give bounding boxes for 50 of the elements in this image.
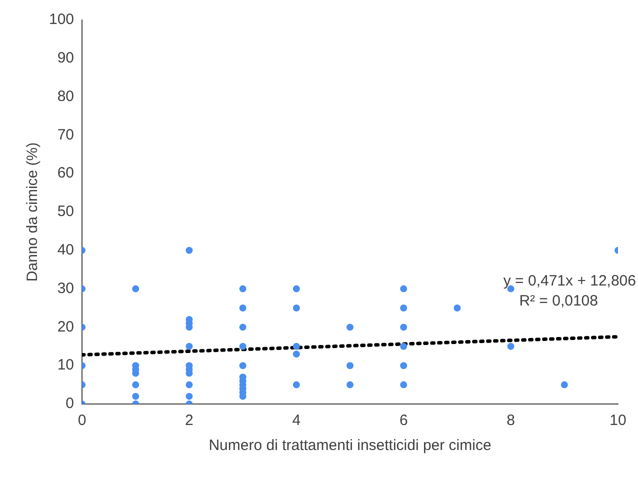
x-tick-label: 2 bbox=[185, 412, 194, 430]
point bbox=[400, 342, 408, 350]
y-tick-label: 90 bbox=[57, 50, 74, 67]
point bbox=[346, 381, 354, 388]
y-tick-label: 10 bbox=[57, 356, 74, 374]
point bbox=[239, 362, 246, 370]
x-tick-label: 0 bbox=[78, 412, 86, 430]
point bbox=[186, 392, 193, 400]
point bbox=[186, 246, 193, 254]
point bbox=[239, 285, 246, 292]
point bbox=[400, 362, 408, 370]
point bbox=[239, 324, 246, 331]
point bbox=[239, 304, 246, 312]
point bbox=[507, 342, 514, 350]
point bbox=[132, 285, 140, 292]
point bbox=[292, 381, 300, 388]
annotation: R² = 0,0108 bbox=[519, 292, 598, 310]
y-tick-label: 20 bbox=[57, 318, 74, 336]
point bbox=[346, 324, 354, 331]
point bbox=[292, 304, 300, 312]
point bbox=[132, 392, 140, 400]
y-tick-label: 100 bbox=[48, 11, 74, 28]
x-tick-label: 10 bbox=[610, 412, 626, 430]
y-axis-title: Danno da cimice (%) bbox=[24, 142, 42, 282]
x-tick-label: 8 bbox=[506, 412, 515, 430]
y-tick-label: 0 bbox=[66, 395, 74, 412]
point bbox=[560, 381, 568, 388]
point bbox=[400, 381, 408, 388]
point bbox=[346, 362, 354, 370]
point bbox=[400, 324, 408, 331]
y-tick-label: 60 bbox=[57, 164, 74, 182]
x-tick-label: 6 bbox=[399, 412, 408, 430]
y-tick-label: 30 bbox=[57, 280, 74, 297]
point bbox=[454, 304, 461, 312]
point bbox=[132, 381, 140, 388]
point bbox=[186, 342, 193, 350]
annotation: y = 0,471x + 12,806 bbox=[503, 272, 636, 290]
point bbox=[239, 342, 246, 350]
x-axis-title: Numero di trattamenti insetticidi per cimice bbox=[208, 437, 492, 454]
point bbox=[400, 285, 408, 292]
point bbox=[292, 350, 300, 358]
y-tick-label: 50 bbox=[57, 203, 74, 220]
x-tick-label: 4 bbox=[292, 412, 301, 430]
point bbox=[400, 304, 408, 312]
point bbox=[292, 342, 300, 350]
y-tick-label: 70 bbox=[57, 126, 74, 144]
y-tick-label: 80 bbox=[57, 88, 74, 105]
point bbox=[292, 285, 300, 292]
y-tick-label: 40 bbox=[57, 242, 74, 259]
point bbox=[186, 381, 193, 388]
